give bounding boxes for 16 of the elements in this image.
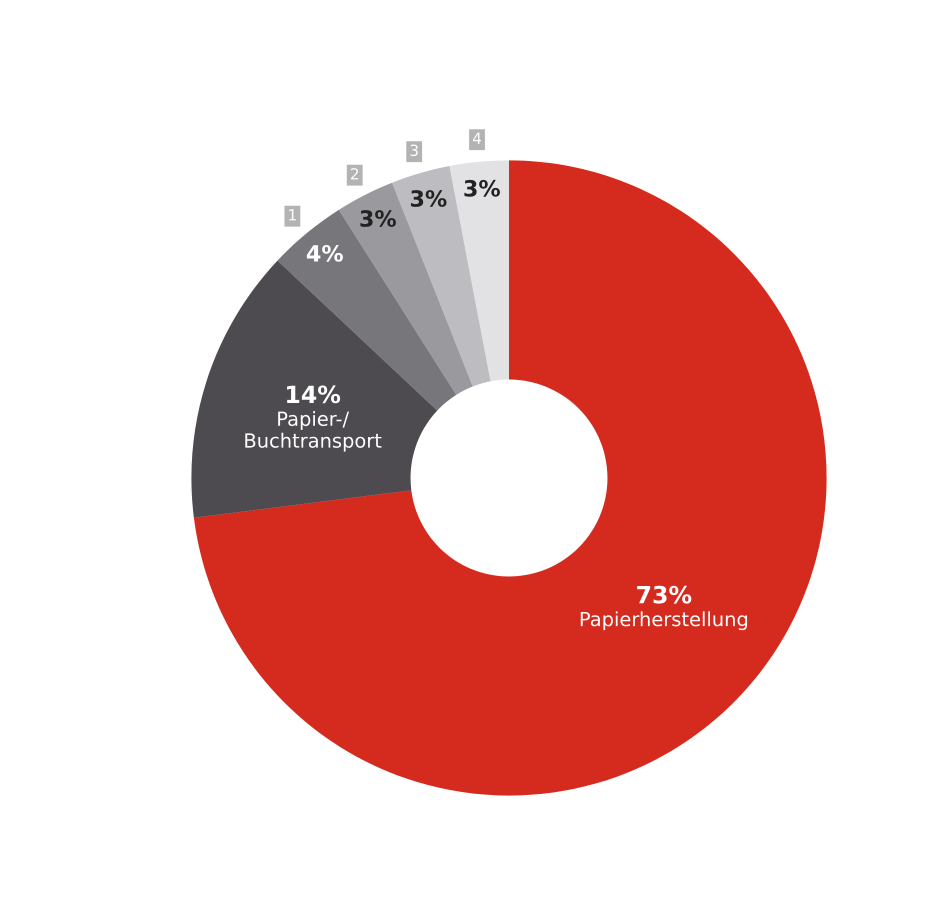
slice-label: 3 [410,144,418,156]
data-label: 3% [464,180,500,197]
data-label: 73% [637,586,692,604]
data-label: 4% [306,244,343,262]
donut-slice [449,160,509,382]
slice-label: 1 [289,209,296,220]
slice-label: Papier-/ Buchtransport [245,411,382,452]
slice-label: Papierherstellung [580,611,748,630]
data-label: 14% [287,385,340,404]
donut-slice [191,260,438,518]
data-label: 3% [410,190,447,207]
slice-label: 4 [472,132,482,144]
donut-slice [277,210,456,411]
slice-label: 2 [350,168,358,180]
donut-slice [194,160,827,796]
data-label: 3% [360,210,396,227]
